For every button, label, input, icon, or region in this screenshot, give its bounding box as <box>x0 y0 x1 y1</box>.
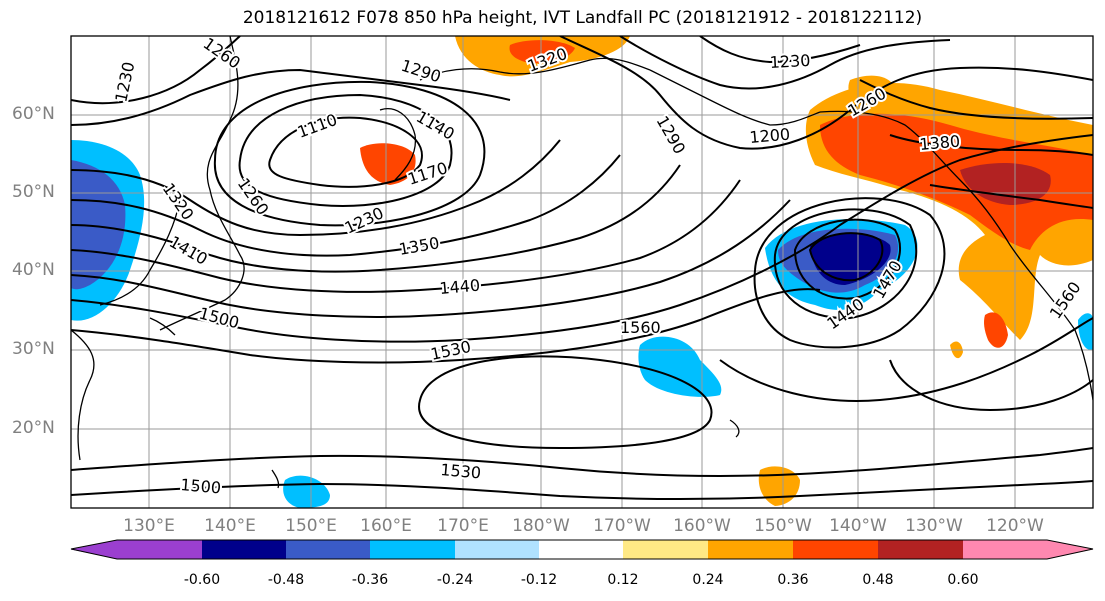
colorbar-segment <box>793 540 878 559</box>
ivt-positive-southeast <box>984 312 1008 348</box>
colorbar-tick-label: -0.48 <box>267 572 305 588</box>
colorbar-tick-label: 0.48 <box>862 572 894 588</box>
colorbar-tick-label: 0.12 <box>607 572 639 588</box>
latitude-label: 60°N <box>12 104 55 124</box>
colorbar-segment <box>286 540 370 559</box>
longitude-label: 170°E <box>437 516 489 536</box>
longitude-label: 140°E <box>204 516 256 536</box>
colorbar-segment <box>455 540 539 559</box>
longitude-label: 180°W <box>512 516 570 536</box>
colorbar-tick-label: 0.24 <box>692 572 724 588</box>
ivt-negative-east <box>1078 313 1093 351</box>
colorbar-segments <box>71 540 1093 559</box>
ivt-positive-gulf <box>848 75 895 102</box>
colorbar-tick-label: -0.24 <box>436 572 474 588</box>
latitude-label: 40°N <box>12 260 55 280</box>
latitude-label: 30°N <box>12 339 55 359</box>
latitude-label: 20°N <box>12 418 55 438</box>
ivt-negative-hawaii-north <box>638 336 722 397</box>
colorbar-segment <box>708 540 793 559</box>
ivt-positive-bering-core <box>509 40 575 64</box>
ivt-negative-west-mid <box>71 160 126 290</box>
longitude-label: 140°W <box>829 516 887 536</box>
colorbar-extend-min <box>71 540 117 559</box>
longitude-label: 170°W <box>593 516 651 536</box>
contour-label: 1500 <box>180 475 222 497</box>
contour-label: 1380 <box>919 132 961 154</box>
longitude-label: 160°E <box>360 516 412 536</box>
colorbar-segment <box>539 540 623 559</box>
colorbar-segment <box>202 540 286 559</box>
longitude-label: 130°E <box>123 516 175 536</box>
colorbar-tick-label: -0.60 <box>183 572 221 588</box>
colorbar-tick-label: 0.60 <box>947 572 979 588</box>
contour-label: 1200 <box>749 125 791 147</box>
colorbar-segment <box>117 540 202 559</box>
longitude-label: 160°W <box>673 516 731 536</box>
colorbar-tick-label: -0.12 <box>520 572 558 588</box>
longitude-label: 150°E <box>285 516 337 536</box>
colorbar-outline <box>70 539 1094 560</box>
height-contours <box>71 36 1093 500</box>
contour-label: 1530 <box>440 460 482 482</box>
colorbar-extend-max <box>1047 540 1093 559</box>
colorbar-segment <box>623 540 708 559</box>
ivt-positive-kamchatka <box>360 143 416 185</box>
longitude-label: 120°W <box>986 516 1044 536</box>
colorbar-segment <box>878 540 963 559</box>
longitude-label: 130°W <box>905 516 963 536</box>
map-figure: 1230 1260 1290 1110 1140 1170 1260 1320 … <box>70 32 1094 509</box>
colorbar-segment <box>370 540 455 559</box>
latitude-label: 50°N <box>12 182 55 202</box>
map-frame <box>70 35 1094 509</box>
colorbar-tick-label: 0.36 <box>777 572 809 588</box>
longitude-label: 150°W <box>754 516 812 536</box>
colorbar-segment <box>963 540 1047 559</box>
ivt-positive-north-east-core <box>960 163 1051 205</box>
figure-title: 2018121612 F078 850 hPa height, IVT Land… <box>242 8 923 28</box>
contour-label: 1560 <box>620 318 661 337</box>
contour-label: 1230 <box>769 51 811 72</box>
ivt-positive-north-east-strong <box>820 113 1093 250</box>
contour-label: 1440 <box>439 276 481 298</box>
colorbar-tick-label: -0.36 <box>351 572 389 588</box>
